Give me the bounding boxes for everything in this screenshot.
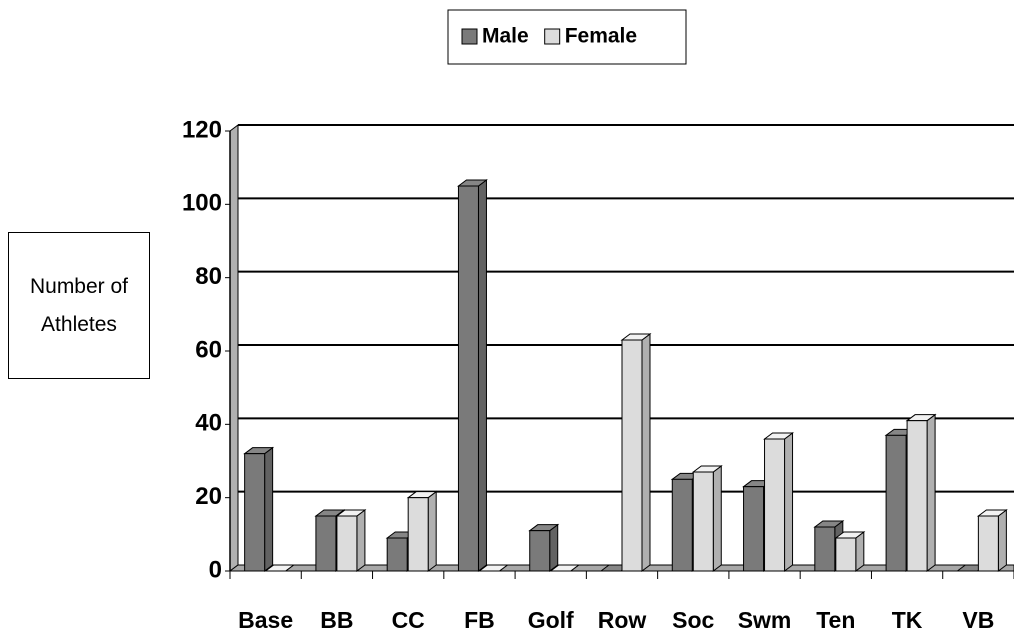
y-tick-label: 120	[182, 116, 222, 143]
x-tick-label: FB	[464, 607, 495, 633]
bar	[691, 465, 723, 572]
bar-side	[997, 509, 1007, 572]
bar-side	[712, 465, 722, 572]
x-tick-label: TK	[892, 607, 923, 633]
x-tick-label: VB	[962, 607, 994, 633]
bar-side	[855, 531, 865, 572]
bar-side	[477, 179, 487, 572]
bar-front	[407, 497, 429, 572]
bar	[905, 413, 937, 572]
x-tick-label: Soc	[672, 607, 714, 633]
legend-label: Female	[565, 25, 637, 48]
bar	[335, 509, 367, 572]
bar-front	[977, 515, 999, 572]
bar-top	[264, 564, 296, 572]
bar	[834, 531, 866, 572]
bar-top	[477, 564, 509, 572]
bar-front	[885, 434, 907, 572]
side-wall	[229, 124, 239, 572]
y-tick-label: 100	[182, 190, 222, 217]
bar-front	[457, 185, 479, 572]
bar	[406, 490, 438, 572]
bar-front	[386, 537, 408, 572]
legend-label: Male	[482, 25, 529, 48]
y-tick-label: 60	[195, 336, 222, 363]
bar-front	[671, 478, 693, 572]
bar-side	[427, 490, 437, 572]
bar	[477, 564, 509, 572]
bar-side	[549, 523, 559, 572]
bar	[528, 523, 560, 572]
x-tick-label: Ten	[816, 607, 855, 633]
y-tick-label: 40	[195, 410, 222, 437]
bar-front	[692, 471, 714, 572]
bar	[264, 564, 296, 572]
bar-front	[814, 526, 836, 572]
bar-side	[641, 333, 651, 572]
bar-front	[835, 537, 857, 572]
bar-front	[906, 420, 928, 572]
bar-front	[244, 453, 266, 572]
bar-side	[926, 413, 936, 572]
y-tick-label: 80	[195, 263, 222, 290]
bar	[243, 446, 275, 572]
bar	[763, 432, 795, 572]
bar-front	[336, 515, 358, 572]
x-tick-label: Row	[598, 607, 647, 633]
y-axis-label: Number of Athletes	[8, 232, 150, 379]
bar	[620, 333, 652, 572]
bar	[976, 509, 1008, 572]
y-tick-label: 20	[195, 483, 222, 510]
legend-swatch	[544, 28, 561, 45]
bar-side	[264, 446, 274, 572]
x-tick-label: Golf	[528, 607, 574, 633]
legend-box	[447, 9, 687, 65]
bar-side	[784, 432, 794, 572]
bar-front	[743, 486, 765, 572]
bar-front	[529, 530, 551, 572]
x-tick-label: BB	[320, 607, 353, 633]
legend-swatch	[461, 28, 478, 45]
x-tick-label: CC	[392, 607, 425, 633]
bar-front	[764, 438, 786, 572]
bar-front	[621, 339, 643, 572]
bar-side	[356, 509, 366, 572]
bar-front	[315, 515, 337, 572]
bar	[456, 179, 488, 572]
bar	[549, 564, 581, 572]
x-tick-label: Swm	[738, 607, 792, 633]
x-tick-label: Base	[238, 607, 293, 633]
bar-top	[549, 564, 581, 572]
y-tick-label: 0	[209, 556, 222, 583]
